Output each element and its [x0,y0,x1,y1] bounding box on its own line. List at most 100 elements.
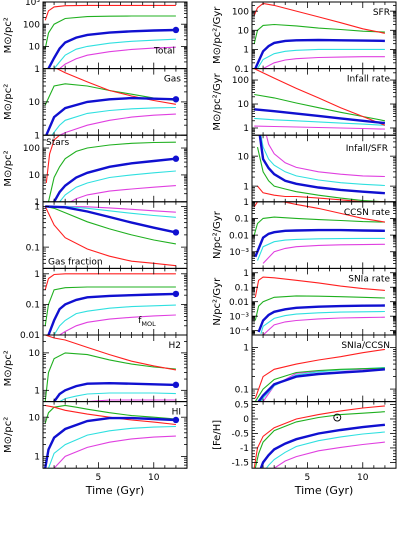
y-tick-label: 100 [232,7,249,17]
panel-left-5: 1 10 M⊙/pc² H2 [3,334,188,403]
y-tick-label: 0.01 [229,231,249,241]
series-line-green [253,23,385,44]
y-axis-label: M⊙/pc² [3,350,14,386]
x-tick-label: 5 [305,473,311,483]
series-line-green [254,411,385,469]
y-tick-label: 1 [34,131,40,141]
panel-label: Gas [164,75,181,85]
series-line-green [44,83,176,106]
panel-left-4: 0.01 0.1 1 fMOL [20,267,188,341]
series-line-magenta [59,46,176,69]
series-line-green [254,295,385,321]
endpoint-marker [172,96,180,103]
y-tick-label: 0.1 [235,215,249,225]
series-line-magenta [262,316,385,335]
panel-right-1: 1 10 100 M⊙/pc²/Gyr Infall rate [212,68,397,136]
series-line-cyan [260,310,385,335]
series-line-blue [254,108,386,125]
panel-label: Gas fraction [48,257,103,267]
series-line-red [253,2,386,34]
series-line-magenta [265,135,385,178]
series-line-red [253,68,386,126]
y-tick-label: 10⁻³ [229,248,249,258]
panel-left-3: 0.1 1 Gas fraction [26,201,188,269]
y-tick-label: 0 [243,415,249,425]
y-tick-label: 100 [23,144,40,154]
y-tick-label: 1 [34,387,40,397]
endpoint-marker [172,155,180,162]
series-line-green [254,367,385,402]
y-tick-label: 0.5 [235,401,249,411]
panel-left-2: 1 10 100 M⊙/pc² Stars [3,134,188,208]
sun-symbol-center [336,416,339,419]
series-line-cyan [256,237,385,261]
series-line-blue [258,135,385,195]
series-line-magenta [262,56,385,69]
y-tick-label: 0.1 [26,301,40,311]
y-tick-label: 1 [34,270,40,280]
y-tick-label: 10 [238,100,250,110]
panel-label: Stars [46,138,69,148]
y-tick-label: -1 [240,444,249,454]
panel-label: Infall/SFR [346,144,388,154]
y-tick-label: 1 [243,198,249,208]
y-tick-label: -1.5 [231,459,249,469]
series-line-magenta [70,185,176,202]
series-line-green [44,286,176,326]
y-axis-label: M⊙/pc² [3,84,14,120]
series-line-magenta [59,314,176,335]
series-line-red [45,135,61,184]
sun-symbol [333,413,342,422]
panel-right-0: 0.1 1 10 100 M⊙/pc²/Gyr SFR [212,1,397,75]
series-line-cyan [59,392,176,402]
series-line-green [44,15,176,49]
series-line-blue [45,205,177,234]
y-tick-label: 10 [238,26,250,36]
endpoint-marker [172,229,180,236]
y-tick-label: 10 [29,171,41,181]
y-tick-label: 1 [34,65,40,75]
x-axis-label: Time (Gyr) [85,484,145,497]
series-line-magenta [273,441,385,469]
series-line-blue [259,423,386,469]
series-line-cyan [257,48,385,69]
y-axis-label: M⊙/pc² [3,150,14,186]
series-line-cyan [53,304,176,335]
series-line-magenta [59,113,176,136]
y-tick-label: 10 [238,152,250,162]
panel-left-1: 1 10 M⊙/pc² Gas [3,68,188,141]
y-tick-label: 10 [29,349,41,359]
series-line-cyan [53,38,176,69]
panel-label: Infall rate [347,75,391,85]
series-line-cyan [265,431,385,469]
y-tick-label: 0.1 [235,283,249,293]
series-line-green [47,141,176,202]
series-line-green [45,205,176,245]
y-tick-label: 0.1 [26,243,40,253]
panel-label: fMOL [138,316,156,328]
series-line-red [44,273,176,290]
panel-frame [42,401,188,469]
series-line-magenta [254,125,385,130]
y-axis-label: M⊙/pc² [3,17,14,53]
panel-right-5: 0.1 1 SNIa/CCSN [235,334,397,403]
y-axis-label: [Fe/H] [212,420,223,450]
y-tick-label: 1 [34,198,40,208]
y-tick-label: 100 [232,76,249,86]
series-line-green [253,216,385,236]
y-axis-label: M⊙/pc²/Gyr [212,72,223,130]
series-line-cyan [47,425,176,469]
panel-label: Total [153,47,175,57]
y-axis-label: N/pc²/Gyr [212,210,223,259]
endpoint-marker [172,26,180,34]
series-line-green [44,352,176,402]
panel-right-2: 1 10 Infall/SFR [238,134,397,203]
y-tick-label: 0.1 [235,65,249,75]
series-line-blue [45,96,176,136]
x-tick-label: 5 [96,473,102,483]
y-tick-label: 1 [243,182,249,192]
series-line-red [254,276,385,298]
series-line-red [45,335,176,371]
series-line-blue [47,292,176,335]
